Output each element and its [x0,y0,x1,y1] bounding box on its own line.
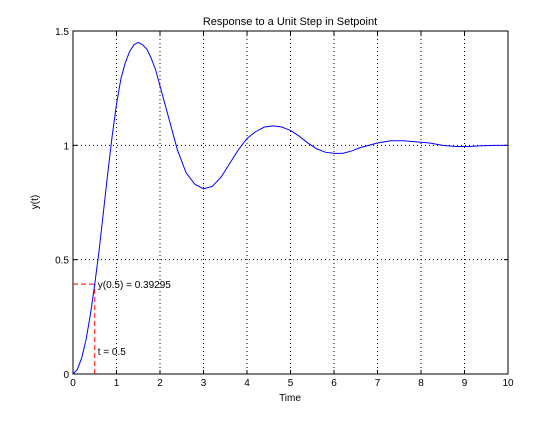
marker-lines [73,283,96,374]
x-axis-label: Time [279,393,301,404]
y-tick-label: 0.5 [55,256,69,267]
chart-title: Response to a Unit Step in Setpoint [203,16,377,28]
x-tick-label: 3 [201,378,207,389]
x-tick-label: 0 [70,378,76,389]
annotation-t-value: t = 0.5 [98,347,127,358]
axis-ticks: 0 1 2 3 4 5 6 7 8 9 10 0 0.5 1 1.5 [55,27,514,389]
y-tick-label: 1.5 [55,27,69,38]
x-tick-label: 9 [462,378,468,389]
series-line [72,41,508,375]
x-tick-label: 1 [114,378,120,389]
y-axis-label: y(t) [30,195,41,209]
series-layer [72,41,508,375]
x-tick-label: 5 [288,378,294,389]
plot-frame [72,30,509,375]
y-tick-label: 1 [63,141,69,152]
x-tick-label: 7 [375,378,381,389]
y-tick-label: 0 [63,370,69,381]
annotation-y-value: y(0.5) = 0.39295 [98,280,172,291]
x-tick-label: 2 [157,378,163,389]
x-tick-label: 6 [331,378,337,389]
x-tick-label: 10 [502,378,514,389]
x-tick-label: 4 [244,378,250,389]
x-tick-label: 8 [418,378,424,389]
grid [73,31,508,374]
